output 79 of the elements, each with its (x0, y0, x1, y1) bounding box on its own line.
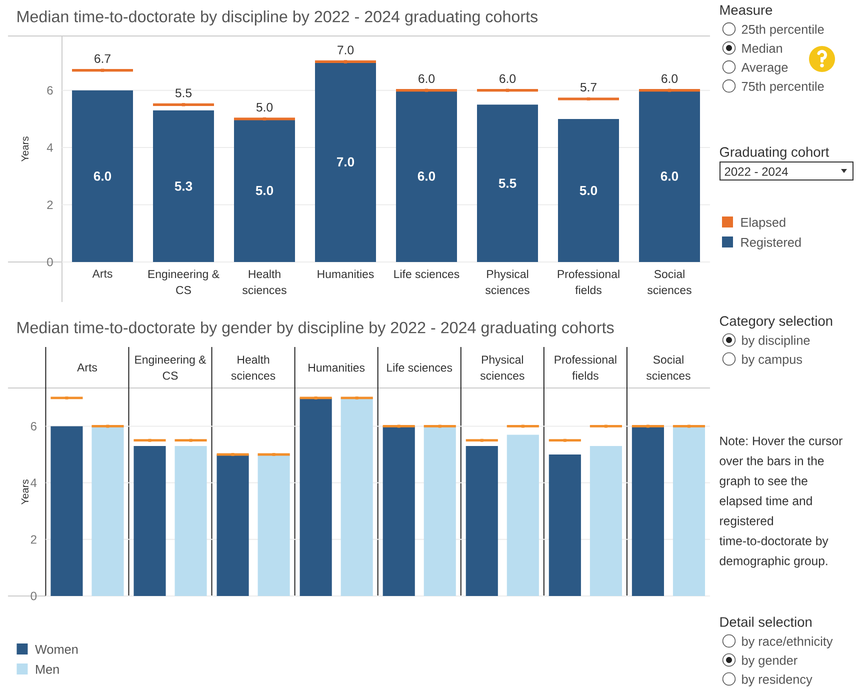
bar (153, 110, 214, 262)
bar (72, 90, 133, 262)
x-tick-label: Social sciences (646, 355, 690, 380)
data-label: 5.0 (256, 102, 273, 112)
data-label: 5.0 (256, 186, 274, 196)
x-tick-label: Professional fields (554, 355, 616, 380)
text: Note: Hover the cursor over the bars in the graph to see the elapsed time and registered time-to-doctorate by demographic group. (719, 436, 842, 568)
point (262, 117, 266, 121)
x-tick-label: Physical sciences (486, 270, 530, 294)
point (506, 88, 510, 92)
x-tick-label: Social sciences (648, 270, 692, 294)
x-tick-label: Health sciences (242, 270, 286, 294)
x-tick-label: Engineering & CS (135, 355, 206, 380)
bar (234, 118, 295, 262)
data-label: 6.7 (94, 54, 110, 63)
data-label: 7.0 (338, 46, 354, 54)
data-label: 5.7 (580, 82, 596, 92)
point (424, 88, 428, 92)
point (668, 88, 672, 92)
x-tick-label: Arts (77, 364, 97, 372)
bar (477, 104, 538, 262)
x-tick-label: Arts (92, 270, 112, 278)
category-label: by campus (742, 354, 802, 366)
data-label: 7.0 (336, 157, 354, 166)
category-label: Average (741, 63, 788, 74)
data-label: 5.5 (498, 178, 516, 188)
data-label: 6.0 (418, 172, 436, 181)
text: 2022 - 2024 (724, 167, 788, 176)
x-tick-label: Life sciences (394, 270, 460, 278)
data-label: 5.0 (580, 186, 598, 196)
point (100, 68, 104, 72)
y-tick-label: 0 (30, 592, 37, 600)
chart-title: Median time-to-doctorate by discipline by 2022 - 2024 graduating cohorts (18, 10, 538, 26)
y-tick-label: 6 (47, 86, 53, 95)
point (344, 60, 348, 64)
y-tick-label: 0 (47, 258, 53, 266)
y-tick-label: 4 (30, 478, 37, 487)
y-tick-label: 2 (47, 200, 53, 209)
legend-label: Elapsed (741, 218, 786, 230)
x-tick-label: Engineering & CS (148, 270, 220, 294)
x-tick-label: Life sciences (387, 363, 452, 372)
category-label: by gender (742, 656, 798, 668)
bar (315, 62, 376, 262)
category-label: by residency (742, 674, 812, 686)
bar (396, 90, 457, 262)
category-label: by discipline (742, 336, 810, 348)
bar (558, 118, 619, 262)
y-tick-label: 2 (30, 535, 36, 544)
x-tick-label: Professional fields (558, 270, 620, 294)
category-label: by race/ethnicity (742, 636, 833, 648)
data-label: 6.0 (662, 74, 678, 83)
x-tick-label: Humanities (308, 363, 365, 372)
data-label: 6.0 (500, 74, 516, 83)
category-label: 25th percentile (742, 24, 824, 36)
bar (639, 90, 700, 262)
x-tick-label: Physical sciences (480, 355, 524, 380)
text: Measure (720, 5, 772, 15)
category-label: 75th percentile (742, 82, 824, 94)
legend-label: Men (36, 665, 59, 674)
category-label: Median (742, 44, 782, 53)
point (182, 103, 186, 106)
text: Graduating cohort (720, 146, 830, 160)
x-tick-label: Health sciences (231, 355, 276, 380)
x-tick-label: Humanities (318, 270, 374, 278)
data-label: 5.5 (175, 88, 192, 98)
y-axis-title: Years (21, 480, 29, 505)
point (586, 97, 590, 100)
data-label: 6.0 (660, 172, 678, 181)
legend-label: Registered (741, 238, 801, 250)
data-label: 6.0 (94, 172, 112, 181)
legend-label: Women (35, 645, 78, 654)
y-tick-label: 4 (46, 143, 53, 152)
y-axis-title: Years (21, 136, 29, 162)
text: Detail selection (720, 616, 812, 627)
data-label: 6.0 (418, 74, 435, 83)
data-label: 5.3 (174, 182, 192, 191)
text: Category selection (720, 316, 832, 329)
chart-title: Median time-to-doctorate by gender by discipline by 2022 - 2024 graduating cohorts (18, 321, 614, 337)
y-tick-label: 6 (30, 422, 36, 430)
